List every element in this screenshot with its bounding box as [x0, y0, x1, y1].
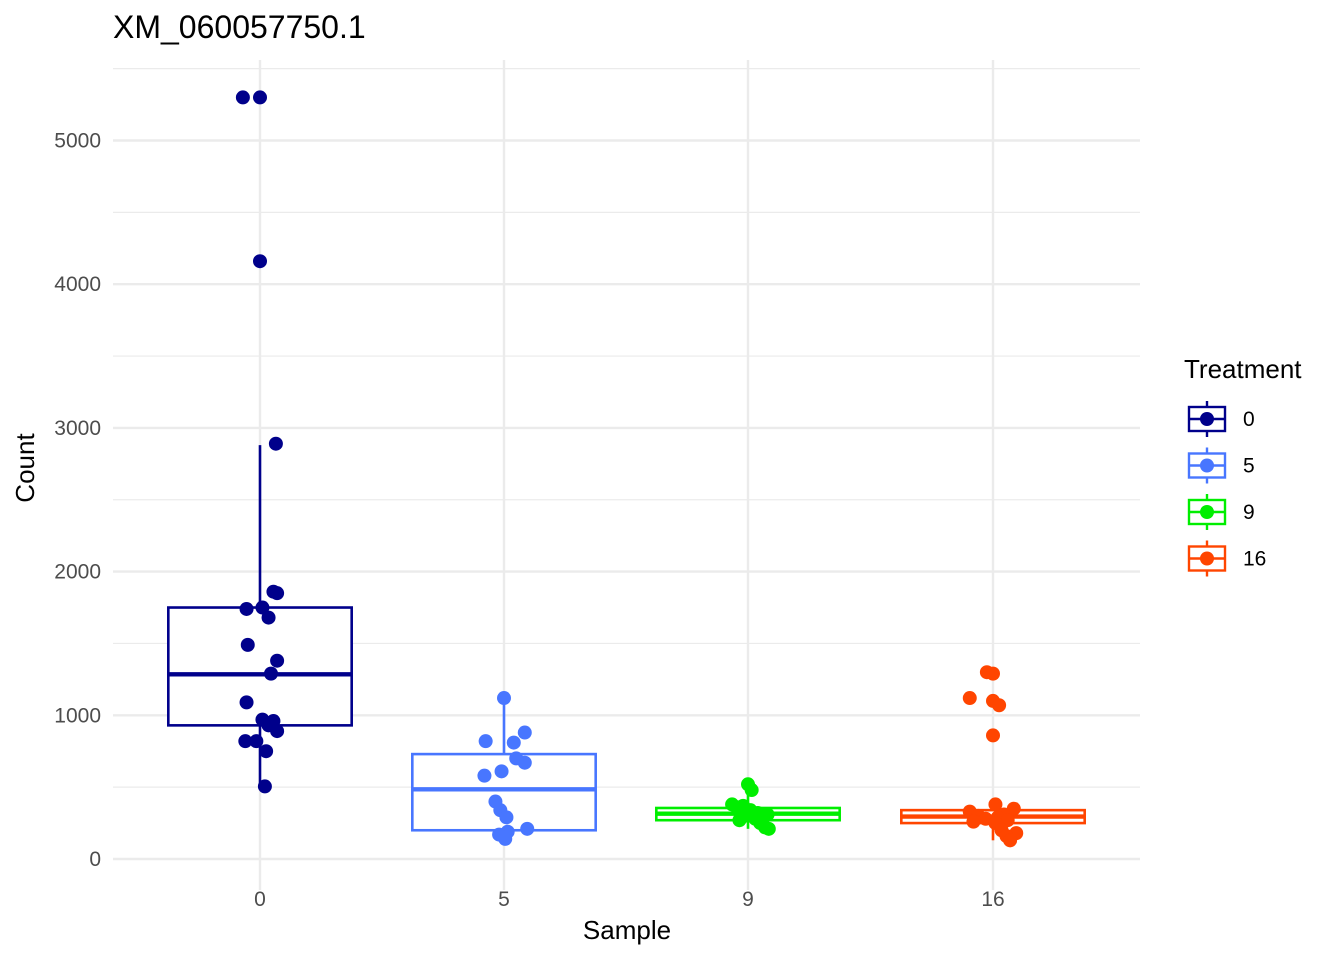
y-tick-label: 2000	[54, 561, 101, 584]
y-tick-label: 3000	[54, 417, 101, 440]
data-point	[249, 734, 264, 749]
data-point	[477, 768, 492, 783]
data-point	[253, 90, 267, 105]
legend-item-9: 9	[1187, 494, 1255, 530]
data-point	[506, 735, 521, 750]
box	[167, 606, 353, 727]
data-point	[235, 90, 250, 105]
legend-label: 0	[1243, 408, 1255, 431]
data-point	[253, 254, 267, 269]
legend-item-16: 16	[1187, 540, 1266, 577]
data-point	[239, 695, 254, 710]
legend-key-point	[1200, 551, 1214, 566]
legend-title: Treatment	[1184, 354, 1302, 384]
y-tick-label: 5000	[54, 130, 101, 153]
x-tick-label: 9	[742, 888, 754, 911]
data-point	[1000, 813, 1015, 828]
legend-key-point	[1200, 412, 1214, 426]
axes: 0 1000 2000 3000 4000 5000 0 5 9 16	[54, 130, 1004, 912]
legend-label: 9	[1243, 501, 1255, 524]
data-point	[261, 610, 276, 625]
data-point	[494, 764, 509, 779]
data-point	[478, 734, 493, 749]
chart-title: XM_060057750.1	[113, 9, 366, 45]
data-point	[498, 831, 513, 846]
data-point	[732, 813, 747, 828]
data-point	[264, 666, 279, 681]
data-point	[992, 698, 1007, 713]
legend: Treatment 0 5 9 16	[1184, 354, 1302, 577]
data-point	[270, 586, 285, 601]
data-point	[517, 755, 532, 770]
legend-item-5: 5	[1187, 447, 1255, 484]
y-tick-label: 4000	[54, 273, 101, 296]
data-point	[257, 779, 272, 794]
data-point	[988, 797, 1003, 812]
data-point	[761, 821, 776, 836]
legend-label: 16	[1243, 548, 1266, 571]
data-point	[962, 691, 977, 706]
legend-items: 0 5 9 16	[1187, 401, 1266, 577]
data-point	[517, 725, 532, 740]
x-axis-title: Sample	[583, 915, 671, 945]
data-point	[1003, 833, 1018, 848]
data-point	[255, 600, 270, 615]
data-point	[520, 821, 535, 836]
data-point	[986, 728, 1000, 743]
boxplots	[167, 445, 1086, 841]
data-point	[268, 436, 283, 451]
legend-item-0: 0	[1187, 401, 1255, 437]
data-point	[270, 653, 285, 668]
data-point	[966, 814, 981, 829]
data-point	[497, 691, 511, 706]
data-point	[239, 601, 254, 616]
data-points	[235, 90, 1024, 848]
y-axis-title: Count	[10, 433, 40, 503]
x-tick-label: 0	[254, 888, 266, 911]
data-point	[240, 637, 255, 652]
legend-key-point	[1200, 505, 1214, 519]
grid	[113, 60, 1140, 890]
x-tick-label: 5	[498, 888, 510, 911]
y-tick-label: 0	[89, 848, 101, 871]
legend-label: 5	[1243, 455, 1255, 478]
data-point	[259, 744, 274, 759]
data-point	[238, 734, 253, 749]
y-tick-label: 1000	[54, 704, 101, 727]
data-point	[986, 666, 1000, 681]
data-point	[270, 724, 285, 739]
x-tick-label: 16	[981, 888, 1004, 911]
data-point	[499, 810, 514, 825]
data-point	[744, 783, 759, 798]
legend-key-point	[1200, 458, 1214, 473]
